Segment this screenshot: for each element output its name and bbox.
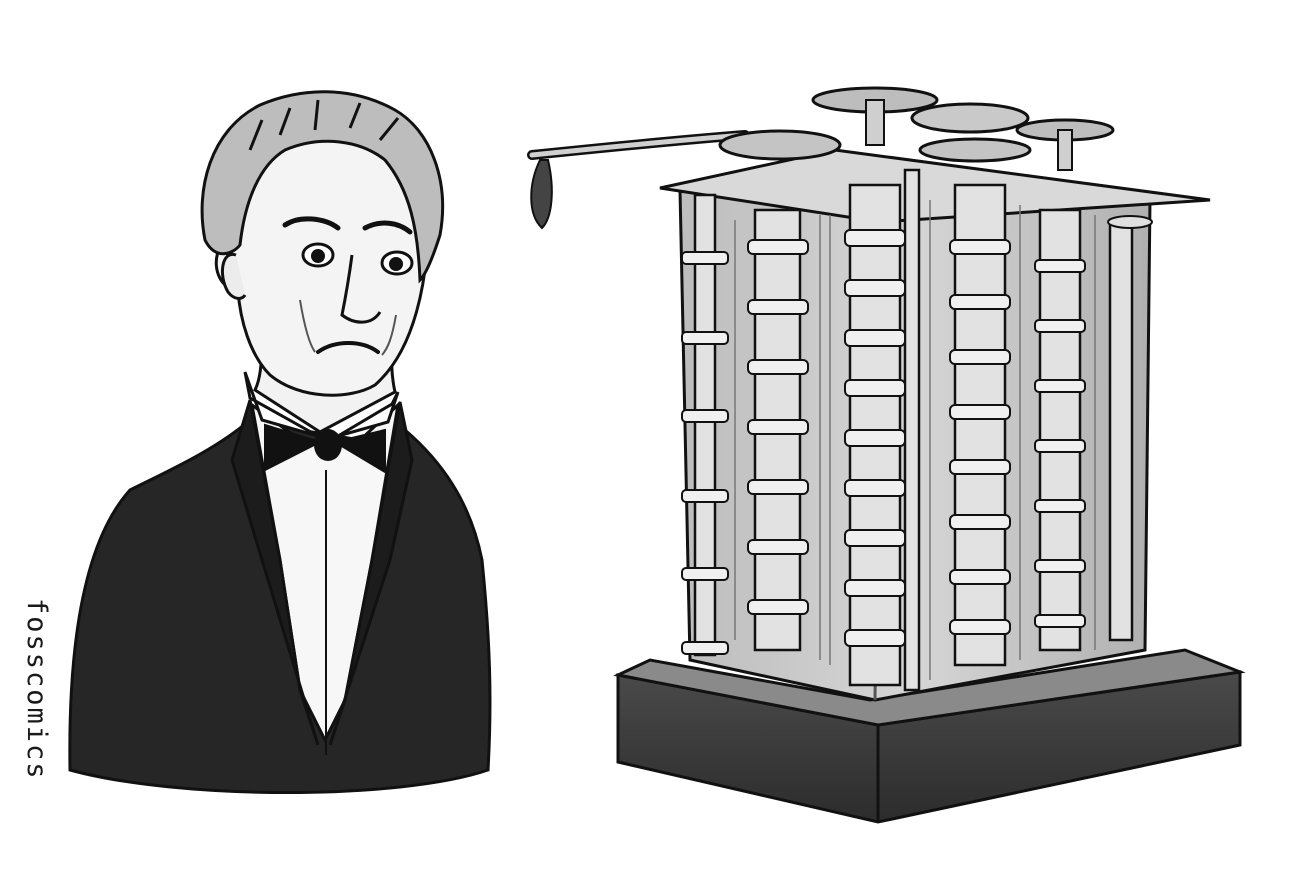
top-plate <box>659 148 1211 224</box>
difference-engine-illustration <box>527 86 1246 824</box>
eyebrows <box>282 216 413 235</box>
frown <box>316 341 380 354</box>
top-gears <box>718 86 1115 171</box>
artist-signature: fosscomics <box>21 598 52 781</box>
number-wheels <box>681 229 1086 655</box>
bow-tie <box>264 423 323 472</box>
man-in-tuxedo-illustration <box>68 90 492 794</box>
right-lapel <box>328 401 414 746</box>
left-lapel <box>230 399 320 746</box>
